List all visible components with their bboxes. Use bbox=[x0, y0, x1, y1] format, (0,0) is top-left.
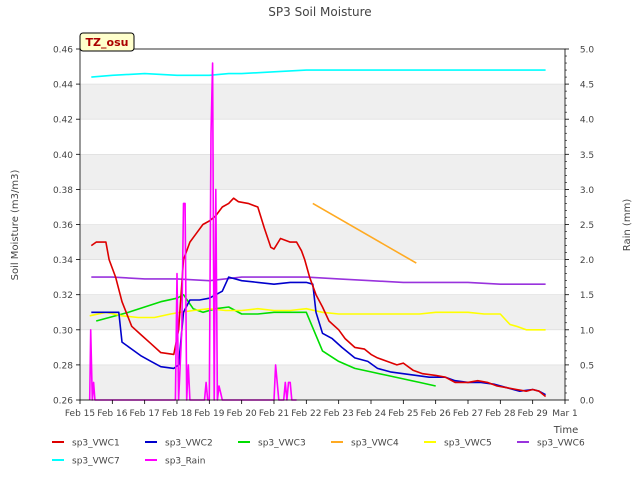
site-badge: TZ_osu bbox=[79, 32, 135, 52]
y2-tick-label: 2.0 bbox=[580, 256, 595, 266]
x-tick-label: Feb 18 bbox=[162, 409, 193, 419]
y2-tick-label: 5.0 bbox=[580, 46, 595, 56]
y2-tick-label: 1.0 bbox=[580, 326, 595, 336]
legend-label: sp3_Rain bbox=[165, 457, 205, 467]
legend-label: sp3_VWC3 bbox=[258, 439, 306, 449]
series-line-sp3-vwc5 bbox=[89, 307, 546, 331]
series-line-sp3-vwc2 bbox=[91, 276, 546, 396]
plot-band bbox=[80, 154, 565, 190]
x-tick-label: Feb 26 bbox=[421, 409, 452, 419]
legend-label: sp3_VWC1 bbox=[72, 439, 120, 449]
x-tick-label: Feb 29 bbox=[518, 409, 549, 419]
y2-axis-label: Rain (mm) bbox=[622, 199, 633, 252]
x-tick-label: Feb 19 bbox=[194, 409, 225, 419]
legend-label: sp3_VWC2 bbox=[165, 439, 213, 449]
x-tick-label: Feb 27 bbox=[453, 409, 483, 419]
x-axis-label: Time bbox=[553, 425, 578, 436]
y2-tick-label: 3.5 bbox=[580, 151, 594, 161]
x-axis: Feb 15 Feb 16 Feb 17 Feb 18 Feb 19 Feb 20 Feb … bbox=[65, 400, 578, 419]
plot-band bbox=[80, 84, 565, 120]
legend-label: sp3_VWC6 bbox=[537, 439, 585, 449]
y2-tick-label: 4.0 bbox=[580, 116, 595, 126]
legend-label: sp3_VWC7 bbox=[72, 457, 120, 467]
y-axis: 0.26 0.28 0.30 0.32 0.34 0.36 0.38 0.40 0.42 0.44… bbox=[53, 46, 80, 407]
y-tick-label: 0.34 bbox=[53, 256, 73, 266]
y-tick-label: 0.28 bbox=[53, 361, 73, 371]
y2-tick-label: 0.0 bbox=[580, 397, 595, 407]
x-tick-label: Feb 25 bbox=[388, 409, 418, 419]
x-tick-label: Feb 28 bbox=[485, 409, 516, 419]
y-tick-label: 0.38 bbox=[53, 186, 73, 196]
x-tick-label: Feb 15 bbox=[65, 409, 95, 419]
x-tick-label: Feb 16 bbox=[97, 409, 128, 419]
site-badge-label: TZ_osu bbox=[86, 36, 129, 49]
y-tick-label: 0.46 bbox=[53, 46, 73, 56]
x-tick-label: Feb 20 bbox=[227, 409, 258, 419]
x-tick-label: Feb 23 bbox=[324, 409, 354, 419]
y-tick-label: 0.44 bbox=[53, 81, 73, 91]
site-badge-box bbox=[79, 32, 135, 52]
y-tick-label: 0.42 bbox=[53, 116, 73, 126]
x-tick-label: Feb 21 bbox=[259, 409, 289, 419]
x-tick-label: Feb 22 bbox=[291, 409, 321, 419]
chart-title: SP3 Soil Moisture bbox=[268, 5, 371, 19]
plot-band bbox=[80, 364, 565, 400]
y2-tick-label: 0.5 bbox=[580, 361, 594, 371]
legend: sp3_VWC1 sp3_VWC2 sp3_VWC3 sp3_VWC4 sp3_VWC5… bbox=[52, 439, 585, 467]
plot-band bbox=[80, 224, 565, 260]
legend-label: sp3_VWC5 bbox=[444, 439, 492, 449]
series-line-sp3-vwc7 bbox=[91, 69, 546, 78]
y-tick-label: 0.40 bbox=[53, 151, 73, 161]
x-tick-label: Feb 24 bbox=[356, 409, 387, 419]
y2-axis: 0.0 0.5 1.0 1.5 2.0 2.5 3.0 3.5 4.0 4.5 5.0 bbox=[565, 46, 594, 407]
y-tick-label: 0.26 bbox=[53, 397, 73, 407]
y2-tick-label: 1.5 bbox=[580, 291, 594, 301]
y-tick-label: 0.30 bbox=[53, 326, 73, 336]
series-line-sp3-vwc6 bbox=[91, 276, 546, 286]
y2-tick-label: 2.5 bbox=[580, 221, 594, 231]
series-line-sp3-vwc4 bbox=[312, 202, 417, 264]
x-tick-label: Feb 17 bbox=[130, 409, 160, 419]
y-axis-label: Soil Moisture (m3/m3) bbox=[10, 170, 21, 281]
legend-label: sp3_VWC4 bbox=[351, 439, 399, 449]
x-tick-label: Mar 1 bbox=[552, 409, 578, 419]
y-tick-label: 0.36 bbox=[53, 221, 73, 231]
y-tick-label: 0.32 bbox=[53, 291, 73, 301]
y2-tick-label: 3.0 bbox=[580, 186, 595, 196]
y2-tick-label: 4.5 bbox=[580, 81, 594, 91]
series-line-sp3-vwc1 bbox=[90, 197, 547, 398]
